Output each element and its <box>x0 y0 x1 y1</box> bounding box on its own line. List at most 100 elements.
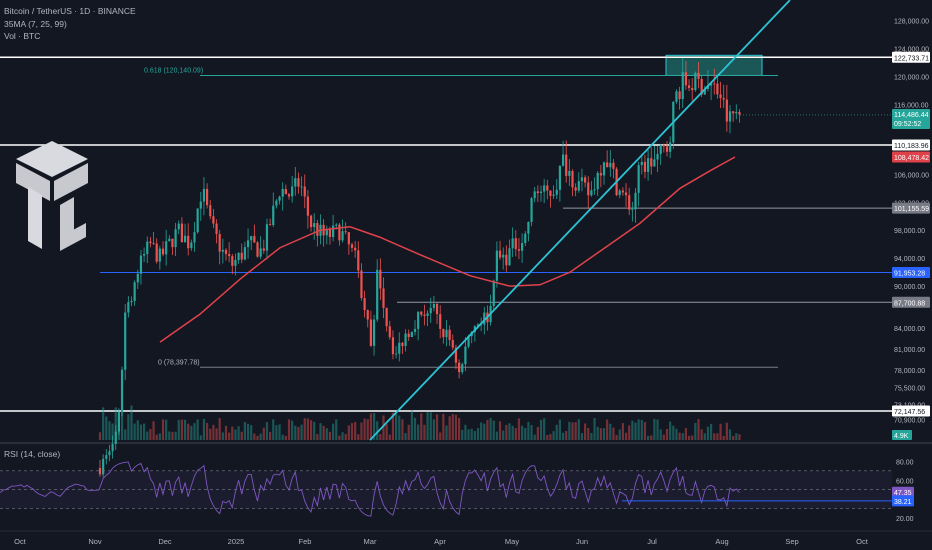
volume-bar <box>662 434 665 440</box>
candle-body <box>580 177 584 182</box>
candle-body <box>243 247 246 260</box>
ma-indicator-label[interactable]: 35MA (7, 25, 99) <box>4 19 67 29</box>
price-axis-tick: 94,000.00 <box>894 256 925 263</box>
candle-body <box>111 443 114 452</box>
candle-body <box>609 162 612 168</box>
candle-body <box>338 224 341 241</box>
volume-bar <box>379 434 382 440</box>
level-price-label-bg <box>892 405 930 417</box>
volume-bar <box>643 422 647 440</box>
volume-bar <box>533 434 536 440</box>
volume-bar <box>665 428 669 440</box>
volume-bar <box>536 426 539 440</box>
candle-body <box>262 248 265 251</box>
price-axis-tick: 116,000.00 <box>894 102 929 109</box>
candle-body <box>246 240 250 248</box>
candle-body <box>565 154 568 176</box>
volume-bar <box>117 414 120 440</box>
volume-bar <box>587 427 590 440</box>
volume-bar <box>498 421 502 440</box>
time-axis-tick: 2025 <box>228 537 245 546</box>
volume-bar <box>735 433 738 440</box>
time-axis-tick: Mar <box>364 537 377 546</box>
time-axis: Oct Nov Dec 2025 Feb Mar Apr May Jun Jul Aug Sep Oct <box>14 537 869 546</box>
volume-bar <box>521 425 524 440</box>
current-price-label-bg <box>892 108 930 129</box>
candle-body <box>536 191 539 194</box>
candle-body <box>303 186 306 197</box>
candle-body <box>495 250 498 281</box>
volume-value-label: 4.9K <box>894 433 909 440</box>
volume-bar <box>700 429 703 440</box>
volume-bar <box>489 418 492 440</box>
symbol-title[interactable]: Bitcoin / TetherUS · 1D · BINANCE <box>4 6 136 16</box>
volume-bar <box>221 432 224 440</box>
countdown-label: 09:52:52 <box>894 121 921 128</box>
volume-bar <box>102 407 105 440</box>
candle-body <box>665 146 669 152</box>
time-axis-tick: Jul <box>647 537 657 546</box>
candle-body <box>190 242 193 249</box>
candle-body <box>316 223 319 236</box>
volume-bar <box>461 429 464 440</box>
level-price-label: 122,733.71 <box>894 55 929 62</box>
volume-bar <box>467 429 470 440</box>
volume-bar <box>568 421 571 440</box>
candle-body <box>206 188 209 206</box>
candle-body <box>640 161 643 166</box>
candle-body <box>483 312 486 325</box>
volume-bar <box>297 427 300 440</box>
volume-bar <box>209 428 212 440</box>
price-axis-tick: 84,000.00 <box>894 326 925 333</box>
candle-body <box>728 111 732 122</box>
candle-body <box>429 307 432 314</box>
rsi-axis-tick: 60.00 <box>896 478 914 485</box>
volume-indicator-label[interactable]: Vol · BTC <box>4 31 41 41</box>
volume-bar <box>728 429 732 440</box>
time-axis-tick: Jun <box>576 537 588 546</box>
candle-body <box>250 236 253 241</box>
volume-bar <box>265 422 269 440</box>
candle-body <box>272 205 275 225</box>
volume-bar <box>451 414 454 440</box>
candle-body <box>568 170 571 176</box>
volume-bar <box>272 419 275 440</box>
volume-bar <box>527 421 530 440</box>
volume-bar <box>650 435 653 440</box>
volume-bar <box>143 423 146 440</box>
candle-body <box>426 313 429 316</box>
candle-body <box>193 232 196 243</box>
rsi-indicator-label[interactable]: RSI (14, close) <box>4 449 61 459</box>
candle-body <box>442 328 445 338</box>
candle-body <box>675 91 678 102</box>
volume-bars <box>98 405 741 440</box>
volume-bar <box>432 419 435 440</box>
volume-bar <box>495 431 498 440</box>
volume-bar <box>669 421 672 440</box>
price-axis-tick: 120,000.00 <box>894 74 929 81</box>
candle-body <box>590 190 593 196</box>
volume-bar <box>139 424 143 440</box>
candle-body <box>372 319 376 346</box>
candle-body <box>552 194 555 196</box>
volume-bar <box>584 423 587 440</box>
candle-body <box>114 431 117 444</box>
candle-body <box>713 83 716 85</box>
volume-bar <box>439 432 442 440</box>
candle-body <box>224 249 228 255</box>
candle-body <box>662 145 665 147</box>
candle-body <box>732 111 735 114</box>
volume-bar <box>609 423 612 440</box>
candle-body <box>413 328 417 332</box>
volume-bar <box>407 424 410 440</box>
volume-bar <box>127 414 130 440</box>
volume-bar <box>316 434 319 440</box>
fib-label: 0.618 (120,140.09) <box>144 67 203 74</box>
candle-body <box>117 411 120 432</box>
volume-bar <box>628 425 631 440</box>
candle-body <box>171 238 174 248</box>
volume-bar <box>322 425 325 440</box>
price-axis-tick: 124,000.00 <box>894 46 929 53</box>
